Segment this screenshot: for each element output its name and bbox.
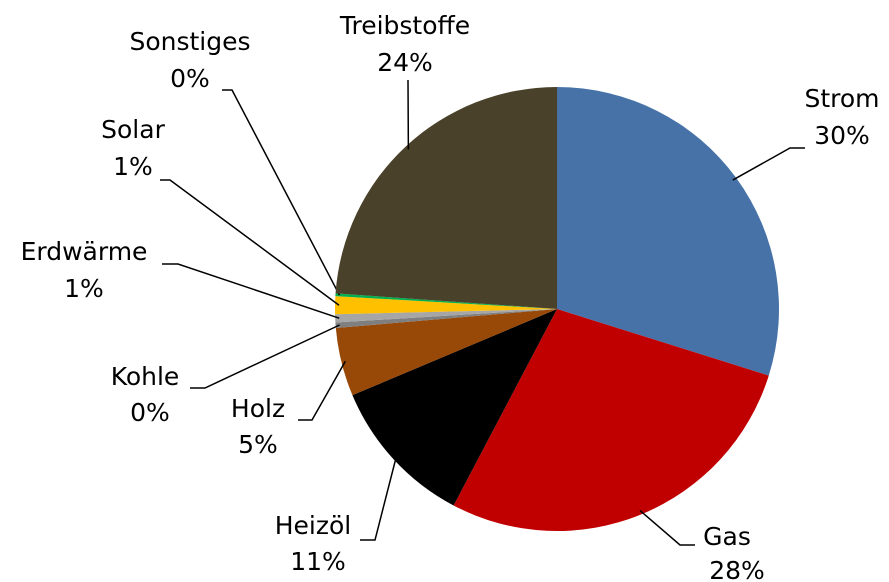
slice-label: Solar [101,115,165,144]
pie-slice [335,309,557,323]
leader-line [190,324,340,389]
leader-line [639,510,695,546]
slice-label: Heizöl [275,511,352,540]
slice-label: Gas [703,522,751,551]
slice-label: Strom [804,84,879,113]
pie-slice [335,293,557,309]
slice-value-label: 1% [113,152,153,181]
slice-label: Holz [231,394,285,423]
slice-value-label: 1% [64,274,104,303]
leader-line [360,456,398,541]
slice-value-label: 11% [290,547,346,576]
slice-label: Erdwärme [21,237,148,266]
slice-value-label: 0% [170,64,210,93]
pie-slice [335,87,557,309]
slice-value-label: 30% [814,121,870,150]
leader-line [298,360,347,421]
slice-value-label: 28% [709,556,765,582]
pie-slice [335,296,557,315]
pie-slice [352,309,557,506]
slice-label: Kohle [111,362,180,391]
slice-value-label: 24% [377,48,433,77]
leader-line [160,179,340,306]
pie-slice [335,309,557,329]
leader-line [222,89,341,296]
pie-slice [335,309,557,396]
leader-line [732,147,805,181]
pie-slice [453,309,769,531]
slice-label: Treibstoffe [339,11,470,40]
slice-value-label: 5% [238,430,278,459]
pie-slice [557,87,779,376]
slice-value-label: 0% [130,398,170,427]
leader-line [162,263,340,319]
slice-label: Sonstiges [129,27,250,56]
